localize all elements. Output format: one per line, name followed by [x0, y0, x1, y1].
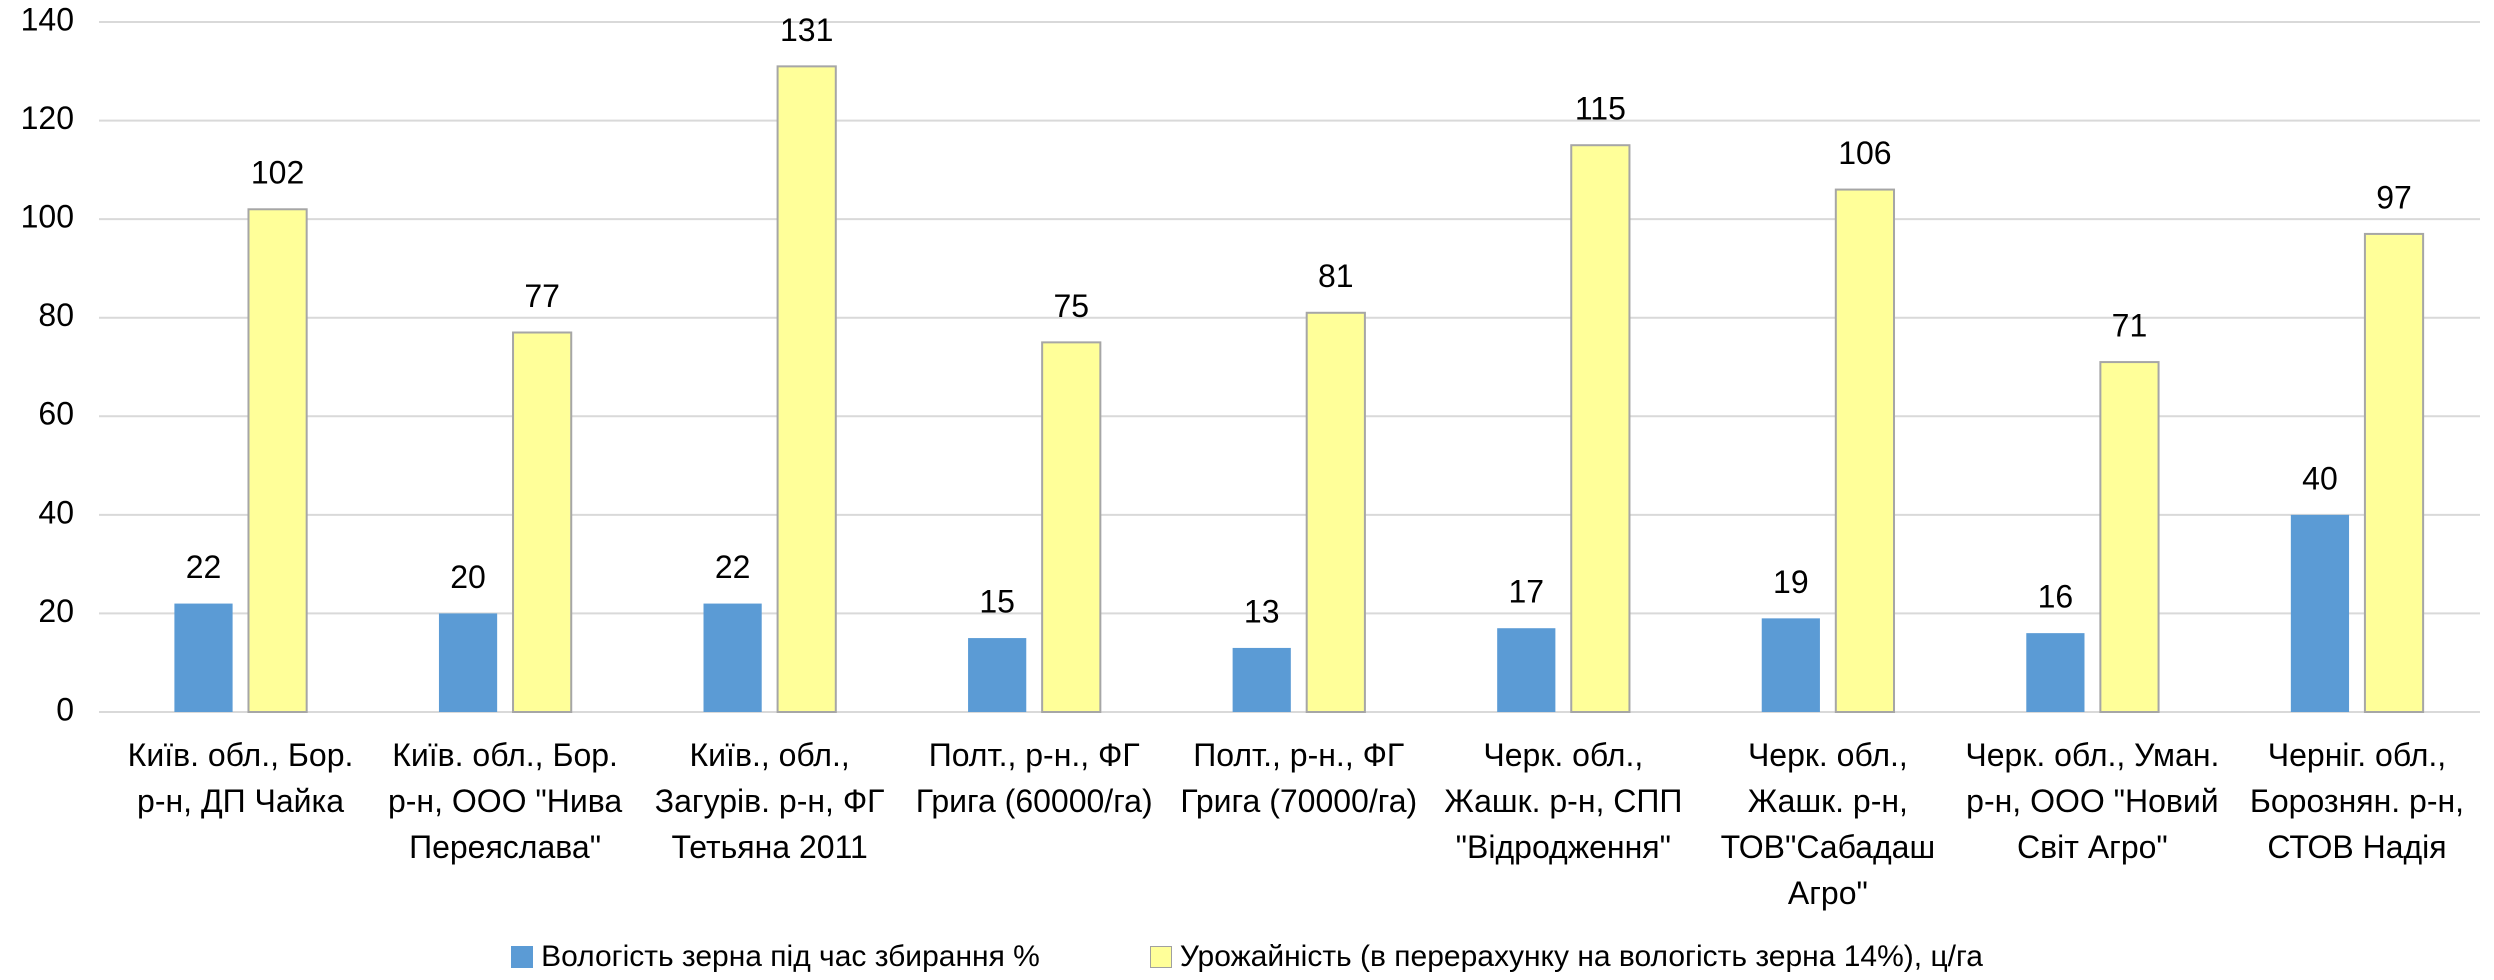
bar — [2099, 361, 2160, 713]
x-tick-label: Полт., р-н., ФГ Грига (60000/га) — [915, 737, 1153, 819]
y-tick-label: 40 — [38, 494, 74, 530]
data-label: 81 — [1318, 258, 1354, 294]
data-label: 13 — [1244, 593, 1280, 629]
data-label: 20 — [450, 559, 486, 595]
data-label: 22 — [715, 549, 751, 585]
data-label: 15 — [979, 584, 1015, 620]
x-tick-label: Черк. обл., Жашк. р-н, СПП "Відродження" — [1444, 737, 1683, 865]
bar — [1570, 144, 1631, 713]
x-tick-label: Черк. обл., Уман. р-н, ООО "Новий Світ А… — [1965, 737, 2220, 865]
legend-label: Урожайність (в перерахунку на вологість … — [1179, 940, 1983, 973]
x-tick-label: Київ., обл., Загурів. р-н, ФГ Тетьяна 20… — [654, 737, 885, 865]
bar — [1041, 341, 1102, 713]
data-label: 16 — [2038, 579, 2074, 615]
y-tick-label: 100 — [21, 199, 74, 235]
y-tick-label: 20 — [38, 593, 74, 629]
x-tick-label: Черніг. обл., Борознян. р-н, СТОВ Надія — [2249, 737, 2465, 865]
y-tick-label: 80 — [38, 297, 74, 333]
x-tick-label: Київ. обл., Бор. р-н, ООО "Нива Переясла… — [387, 737, 623, 865]
bar — [512, 331, 573, 713]
data-label: 75 — [1053, 288, 1089, 324]
data-label: 77 — [524, 278, 560, 314]
bar — [1497, 628, 1556, 712]
data-label: 40 — [2302, 460, 2338, 496]
bar — [968, 638, 1027, 712]
legend-item: Вологість зерна під час збирання % — [511, 940, 1040, 974]
bar — [1232, 647, 1291, 712]
bar — [703, 603, 762, 712]
y-tick-label: 120 — [21, 100, 74, 136]
data-label: 106 — [1838, 135, 1891, 171]
data-label: 19 — [1773, 564, 1809, 600]
bar — [1305, 311, 1366, 713]
bar — [1834, 188, 1896, 714]
data-label: 102 — [251, 155, 304, 191]
bar — [1761, 618, 1820, 712]
x-tick-label: Полт., р-н., ФГ Грига (70000/га) — [1180, 737, 1418, 819]
bar — [174, 603, 233, 712]
legend-item: Урожайність (в перерахунку на вологість … — [1149, 940, 1983, 974]
bar — [2363, 232, 2425, 714]
data-label: 97 — [2376, 179, 2412, 215]
data-label: 22 — [186, 549, 222, 585]
legend-swatch — [1149, 946, 1172, 968]
bar — [2026, 633, 2085, 712]
bar — [438, 613, 498, 712]
x-tick-label: Черк. обл., Жашк. р-н, ТОВ"Сабадаш Агро" — [1720, 737, 1936, 911]
legend: Вологість зерна під час збирання % Урожай… — [0, 940, 2494, 974]
data-label: 115 — [1575, 91, 1626, 127]
y-tick-label: 0 — [56, 691, 74, 727]
legend-label: Вологість зерна під час збирання % — [541, 940, 1040, 973]
y-tick-label: 60 — [38, 396, 74, 432]
data-label: 17 — [1508, 574, 1544, 610]
data-label: 131 — [780, 12, 833, 48]
x-tick-label: Київ. обл., Бор. р-н, ДП Чайка — [127, 737, 354, 819]
y-tick-label: 140 — [21, 1, 74, 37]
legend-swatch — [511, 946, 534, 968]
bar — [2290, 514, 2350, 712]
bar — [776, 65, 837, 714]
bar — [247, 208, 308, 714]
data-label: 71 — [2112, 308, 2148, 344]
